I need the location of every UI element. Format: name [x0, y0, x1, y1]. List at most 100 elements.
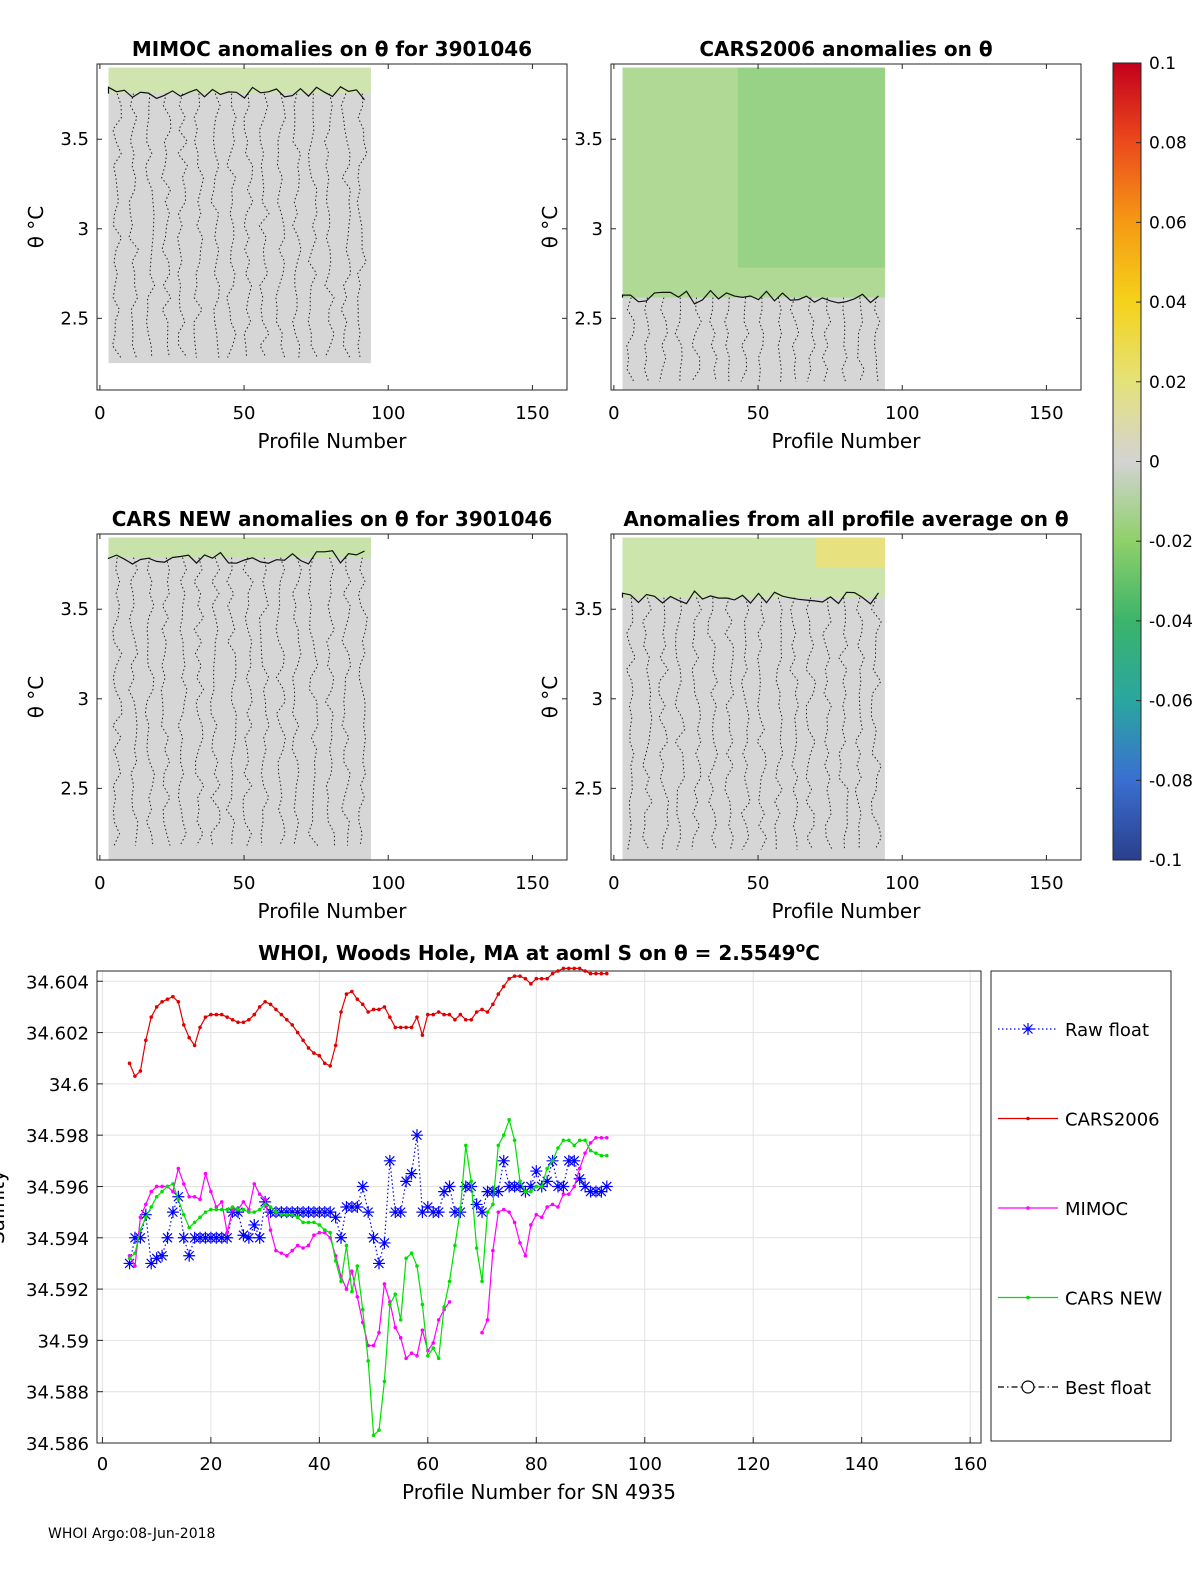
data-point-marker — [426, 1012, 430, 1017]
panel-title: CARS NEW anomalies on θ for 3901046 — [112, 507, 553, 531]
data-point-marker — [404, 1025, 408, 1030]
data-point-marker — [529, 982, 533, 986]
data-point-marker — [138, 1215, 143, 1220]
contour-dotted — [144, 557, 155, 846]
data-point-marker — [453, 1017, 457, 1022]
data-point-marker — [214, 1207, 219, 1212]
data-point-marker — [274, 1210, 278, 1214]
series-raw-float — [123, 1129, 613, 1270]
data-point-marker — [426, 1353, 430, 1358]
data-point-marker — [491, 1002, 495, 1007]
data-point-marker — [301, 1220, 305, 1225]
data-point-marker — [160, 999, 164, 1004]
data-point-marker — [492, 1185, 505, 1198]
x-axis-label: Profile Number — [258, 429, 408, 453]
contour-dotted — [838, 597, 849, 850]
contour-dotted — [193, 557, 205, 846]
x-tick-label: 150 — [515, 873, 549, 894]
y-tick-label: 3 — [592, 219, 603, 240]
data-point-marker — [557, 1180, 570, 1193]
contour-dotted — [128, 557, 139, 846]
data-point-marker — [285, 1253, 289, 1258]
y-tick-label: 34.604 — [26, 972, 89, 993]
data-point-marker — [501, 1133, 506, 1137]
data-point-marker — [572, 1184, 577, 1189]
data-point-marker — [257, 1192, 262, 1196]
data-point-marker — [145, 1257, 158, 1270]
contour-dotted — [805, 597, 817, 850]
data-point-marker — [400, 1175, 413, 1188]
data-point-marker — [373, 1257, 386, 1270]
data-point-marker — [312, 1051, 316, 1055]
contour-dotted — [643, 297, 650, 382]
data-point-marker — [377, 1007, 381, 1012]
data-point-marker — [214, 1205, 219, 1209]
data-point-marker — [165, 1184, 170, 1189]
data-point-marker — [588, 971, 593, 976]
legend-marker — [1022, 1023, 1034, 1035]
data-point-marker — [595, 1185, 608, 1198]
data-point-marker — [183, 1249, 196, 1262]
data-point-marker — [123, 1257, 136, 1270]
data-point-marker — [436, 1010, 441, 1014]
data-point-marker — [290, 1212, 295, 1217]
data-point-marker — [214, 1012, 219, 1017]
data-point-marker — [523, 1253, 528, 1258]
legend-entry — [998, 1023, 1058, 1035]
legend-label: CARS2006 — [1065, 1110, 1160, 1131]
data-point-marker — [529, 1189, 533, 1194]
data-point-marker — [295, 1030, 300, 1035]
data-point-marker — [252, 1012, 257, 1017]
data-point-marker — [144, 1038, 148, 1043]
colorbar-tick-label: 0.04 — [1149, 293, 1187, 313]
data-point-marker — [127, 1061, 132, 1066]
data-point-marker — [561, 1192, 566, 1196]
chart-title-unit: C — [805, 941, 820, 965]
y-tick-label: 34.59 — [37, 1331, 89, 1352]
y-tick-label: 3.5 — [574, 129, 603, 150]
data-point-marker — [512, 1138, 517, 1143]
data-point-marker — [133, 1264, 137, 1268]
data-point-marker — [366, 1359, 370, 1363]
data-point-marker — [257, 1005, 262, 1009]
data-point-marker — [507, 1210, 511, 1214]
data-point-marker — [268, 1205, 273, 1209]
data-point-marker — [577, 1138, 582, 1143]
data-point-marker — [339, 1279, 343, 1284]
data-point-marker — [149, 1205, 154, 1209]
contour-dotted — [340, 93, 352, 358]
data-point-marker — [221, 1231, 234, 1244]
data-point-marker — [398, 1025, 403, 1030]
data-point-marker — [550, 1159, 555, 1163]
data-point-marker — [192, 1043, 197, 1048]
data-point-marker — [382, 1282, 387, 1286]
data-point-marker — [409, 1251, 414, 1255]
data-point-marker — [306, 1220, 311, 1225]
heatmap-panel-4 — [610, 533, 1082, 861]
contour-dotted — [789, 297, 800, 382]
data-point-marker — [263, 999, 267, 1004]
data-point-marker — [474, 1010, 479, 1014]
data-point-marker — [572, 1143, 577, 1148]
data-point-marker — [594, 971, 598, 976]
data-point-marker — [268, 1228, 273, 1232]
data-point-marker — [463, 1143, 468, 1148]
y-tick-label: 34.588 — [26, 1383, 89, 1404]
data-point-marker — [583, 1151, 587, 1155]
chart-title-main: WHOI, Woods Hole, MA at aoml S on θ = 2.… — [258, 941, 795, 965]
chart-title: WHOI, Woods Hole, MA at aoml S on θ = 2.… — [258, 940, 820, 965]
data-point-marker — [476, 1206, 489, 1219]
anomaly-band-strong — [737, 67, 885, 268]
data-point-marker — [324, 1206, 337, 1219]
contour-dotted — [177, 557, 188, 846]
data-point-marker — [295, 1243, 300, 1248]
data-point-marker — [523, 1189, 528, 1194]
data-point-marker — [242, 1231, 255, 1244]
data-point-marker — [550, 971, 555, 976]
data-point-marker — [306, 1243, 311, 1248]
data-point-marker — [371, 1007, 376, 1012]
contour-dotted — [873, 297, 881, 382]
legend-label: Raw float — [1065, 1020, 1149, 1041]
data-point-marker — [366, 1010, 370, 1014]
data-point-marker — [241, 1020, 246, 1025]
